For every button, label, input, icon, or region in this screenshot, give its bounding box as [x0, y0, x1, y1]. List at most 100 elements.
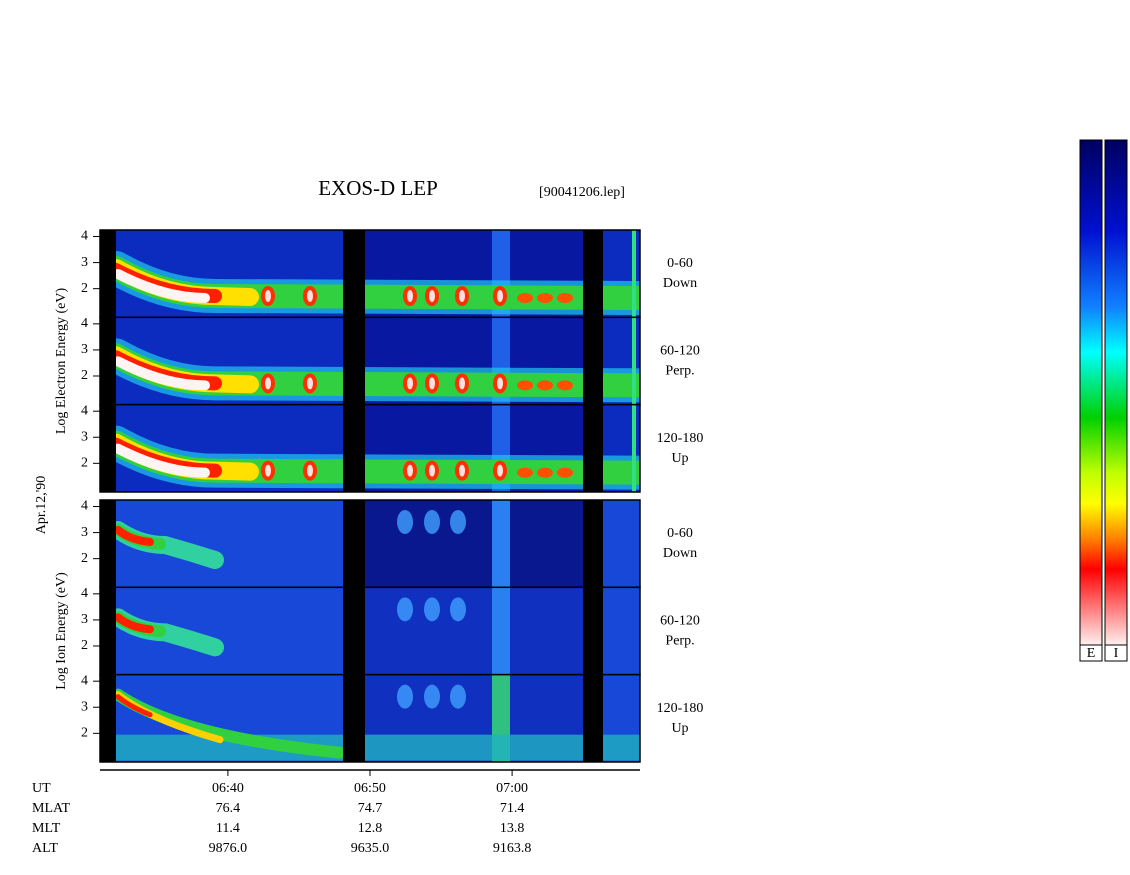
spectrogram-gap [583, 404, 603, 492]
panel-frame [99, 673, 641, 763]
spectrogram-band [114, 526, 154, 546]
spectrogram [100, 500, 640, 588]
colorbar [1104, 139, 1128, 646]
spectrogram-blob [429, 464, 435, 477]
spectrogram-gap [100, 674, 116, 762]
y-tick-label: 2 [81, 551, 88, 566]
spectrogram-band [116, 734, 640, 761]
y-tick-label: 3 [81, 612, 88, 627]
spectrogram-gap [100, 587, 116, 675]
orbit-value: 74.7 [358, 801, 383, 816]
colorbar-label: I [1114, 646, 1119, 661]
spectrogram-bg [365, 500, 585, 588]
orbit-value: 9635.0 [351, 841, 390, 856]
y-tick-label: 2 [81, 456, 88, 471]
spectrogram-blob [424, 597, 440, 622]
y-axis-label: Log Ion Energy (eV) [54, 572, 69, 690]
panel-label: 60-120 [660, 614, 700, 629]
panel-label: Perp. [665, 364, 694, 379]
spectrogram-blob [459, 290, 465, 302]
y-tick-label: 2 [81, 281, 88, 296]
spectrogram-blob [424, 510, 440, 534]
spectrogram-blob [397, 684, 413, 709]
spectrogram [100, 587, 640, 675]
spectrogram-band [113, 356, 210, 391]
panel-frame [99, 403, 641, 493]
spectrogram-blob [407, 464, 413, 477]
spectrogram-gap [343, 317, 365, 405]
panel-label: 0-60 [667, 526, 693, 541]
spectrogram-edge [632, 317, 636, 405]
spectrogram-gap [343, 404, 365, 492]
orbit-row-label: UT [32, 781, 51, 796]
spectrogram-edge [632, 404, 636, 492]
spectrogram-blob [557, 293, 573, 303]
colorbar [1079, 139, 1103, 646]
spectrogram-blob [307, 377, 313, 390]
spectrogram-edge [632, 230, 636, 318]
panel-label: 120-180 [657, 701, 704, 716]
spectrogram-blob [429, 377, 435, 390]
panel-label: Down [663, 276, 697, 291]
orbit-value: 9163.8 [493, 841, 532, 856]
panel-label: 0-60 [667, 256, 693, 271]
spectrogram-blob [537, 293, 553, 303]
spectrogram-bg [492, 587, 510, 675]
spectrogram-blob [557, 380, 573, 391]
spectrogram-gap [100, 317, 116, 405]
spectrogram [100, 230, 640, 318]
y-tick-label: 3 [81, 525, 88, 540]
spectrogram-gap [100, 404, 116, 492]
y-tick-label: 2 [81, 638, 88, 653]
spectrogram-gap [583, 317, 603, 405]
orbit-value: 12.8 [358, 821, 383, 836]
spectrogram-blob [450, 684, 466, 709]
y-tick-label: 2 [81, 368, 88, 383]
spectrogram-gap [343, 230, 365, 318]
spectrogram-gap [343, 674, 365, 762]
spectrogram-blob [307, 464, 313, 477]
spectrogram-blob [450, 510, 466, 534]
panel-label: Up [671, 451, 688, 466]
orbit-value: 9876.0 [209, 841, 248, 856]
spectrogram-blob [497, 290, 503, 302]
orbit-value: 11.4 [216, 821, 240, 836]
spectrogram-blob [265, 464, 271, 477]
y-tick-label: 2 [81, 726, 88, 741]
y-tick-label: 3 [81, 255, 88, 270]
spectrogram-band [113, 443, 210, 478]
spectrogram-gap [583, 230, 603, 318]
spectrogram-blob [497, 464, 503, 477]
spectrogram-blob [537, 380, 553, 391]
spectrogram-blob [407, 377, 413, 390]
y-tick-label: 4 [81, 499, 88, 514]
orbit-value: 13.8 [500, 821, 525, 836]
panel-label: Perp. [665, 634, 694, 649]
panel-label: 120-180 [657, 431, 704, 446]
spectrogram-gap [343, 587, 365, 675]
spectrogram-band [115, 694, 153, 718]
orbit-value: 71.4 [500, 801, 525, 816]
panel-label: 60-120 [660, 344, 700, 359]
spectrogram-blob [424, 684, 440, 709]
spectrogram-gap [100, 500, 116, 588]
spectrogram-blob [265, 377, 271, 390]
spectrogram [100, 404, 640, 492]
date-label: Apr.12,'90 [34, 476, 49, 535]
spectrogram-blob [517, 380, 533, 391]
spectrogram-blob [407, 290, 413, 302]
orbit-row-label: MLT [32, 821, 61, 836]
x-tick-label: 06:50 [354, 781, 386, 796]
spectrogram-blob [450, 597, 466, 622]
file-label: [90041206.lep] [539, 185, 625, 200]
x-tick-label: 06:40 [212, 781, 244, 796]
spectrogram [100, 317, 640, 405]
spectrogram-blob [397, 597, 413, 622]
spectrogram-blob [557, 467, 573, 478]
spectrogram-blob [397, 510, 413, 534]
y-axis-label: Log Electron Energy (eV) [54, 288, 69, 435]
spectrogram-blob [517, 293, 533, 303]
colorbar-label-box [1104, 644, 1128, 662]
y-tick-label: 4 [81, 673, 88, 688]
